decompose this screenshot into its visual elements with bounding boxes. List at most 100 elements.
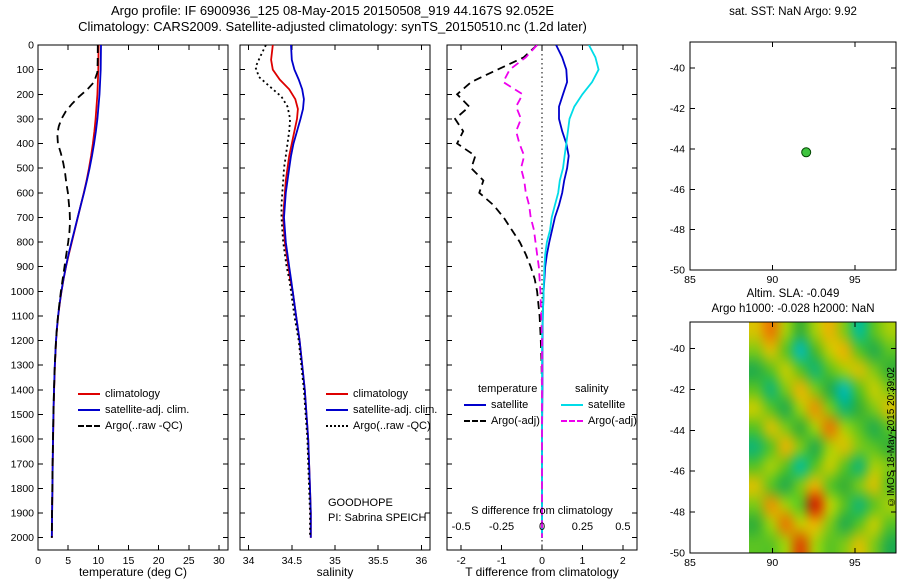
legend-line-satellite-s-icon — [561, 404, 583, 406]
depth-tick-label: 800 — [16, 237, 34, 249]
depth-tick-label: 2000 — [11, 532, 35, 544]
x-tick-label: 20 — [153, 555, 165, 567]
depth-tick-label: 1100 — [11, 310, 34, 322]
lat-tick-label: -48 — [670, 224, 685, 236]
series-climatology — [270, 45, 312, 538]
legend-line-climatology-icon — [326, 393, 348, 395]
x-tick-label: -1 — [497, 555, 506, 567]
figure-title-line1: Argo profile: IF 6900936_125 08-May-2015… — [110, 3, 555, 18]
depth-tick-label: 1300 — [11, 360, 35, 372]
x-tick-label: 36 — [416, 555, 428, 567]
legend-label: climatology — [105, 388, 161, 400]
legend-difference-salinity: salinity satellite Argo(-adj) — [561, 381, 637, 429]
lat-tick-label: -42 — [670, 384, 685, 396]
depth-tick-label: 1700 — [11, 458, 35, 470]
legend-label: Argo(..raw -QC) — [353, 420, 431, 432]
series-group — [50, 45, 102, 538]
mission-name: GOODHOPE — [328, 497, 393, 509]
legend-item-argo-adj-s: Argo(-adj) — [561, 413, 637, 429]
tick-marks — [447, 44, 637, 550]
legend-label: Argo(..raw -QC) — [105, 420, 183, 432]
legend-line-satellite-t-icon — [464, 404, 486, 406]
legend-item-argo-adj-t: Argo(-adj) — [464, 413, 540, 429]
series-salinity-satellite — [541, 45, 600, 538]
sla-map-title-2: Argo h1000: -0.028 h2000: NaN — [711, 303, 875, 315]
legend-item-climatology: climatology — [326, 386, 437, 402]
argo-position-marker — [801, 147, 812, 158]
legend-item-climatology: climatology — [78, 386, 189, 402]
lat-tick-label: -42 — [670, 103, 685, 115]
depth-tick-label: 1000 — [11, 286, 35, 298]
depth-tick-label: 1500 — [11, 409, 35, 421]
salinity-axis-label: salinity — [316, 565, 354, 579]
lat-tick-label: -46 — [670, 466, 685, 478]
legend-label: climatology — [353, 388, 409, 400]
panel-difference_profile: -2 -1 0 1 2 S difference from climatology-0.5… — [446, 44, 638, 567]
legend-label: satellite — [491, 399, 529, 411]
depth-tick-label: 900 — [16, 261, 34, 273]
legend-difference-temperature: temperature satellite Argo(-adj) — [464, 381, 540, 429]
series-temperature-satellite — [541, 45, 570, 538]
series-group — [254, 45, 312, 538]
series-argo---raw--qc- — [254, 45, 311, 538]
legend-temperature-panel: climatology satellite-adj. clim. Argo(..… — [78, 386, 189, 434]
tick-marks — [689, 42, 896, 271]
secondary-tick-label: 0 — [539, 521, 545, 533]
legend-line-argo-raw-icon — [326, 425, 348, 427]
x-tick-label: 34 — [243, 555, 255, 567]
secondary-tick-label: 0.25 — [572, 521, 593, 533]
x-tick-label: 1 — [580, 555, 586, 567]
legend-label: Argo(-adj) — [491, 415, 540, 427]
legend-header-salinity: salinity — [575, 383, 609, 395]
tick-marks — [689, 322, 896, 554]
x-tick-label: 95 — [849, 274, 861, 286]
x-tick-label: -2 — [456, 555, 465, 567]
series-argo---raw--qc- — [50, 45, 99, 538]
legend-line-argo-adj-s-icon — [561, 420, 583, 422]
depth-tick-label: 500 — [16, 163, 34, 175]
legend-salinity-panel: climatology satellite-adj. clim. Argo(..… — [326, 386, 437, 434]
legend-line-satellite-adj-icon — [326, 409, 348, 411]
legend-line-satellite-adj-icon — [78, 409, 100, 411]
lat-tick-label: -40 — [670, 63, 685, 75]
depth-tick-label: 200 — [16, 89, 34, 101]
x-tick-label: 10 — [92, 555, 104, 567]
depth-tick-label: 0 — [28, 40, 34, 52]
panel-temperature_profile: 0 5 10 15 20 25 300100200300400500600700800900… — [11, 40, 229, 567]
legend-label: satellite — [588, 399, 626, 411]
panel-sla_map: 85 90 95 -40 -42 -44 -46 -48 -50 — [670, 321, 897, 569]
x-tick-label: 5 — [65, 555, 71, 567]
x-tick-label: 15 — [123, 555, 135, 567]
axis-box — [37, 44, 229, 551]
t-difference-axis-label: T difference from climatology — [465, 565, 619, 579]
legend-item-satellite-adj: satellite-adj. clim. — [326, 402, 437, 418]
legend-item-satellite-s: satellite — [561, 397, 637, 413]
x-tick-label: 95 — [849, 557, 861, 569]
legend-item-argo-raw: Argo(..raw -QC) — [326, 418, 437, 434]
series-salinity-argo--adj- — [502, 45, 543, 538]
sst-map-title: sat. SST: NaN Argo: 9.92 — [729, 6, 857, 18]
legend-item-argo-raw: Argo(..raw -QC) — [78, 418, 189, 434]
lat-tick-label: -44 — [670, 143, 685, 155]
x-tick-label: 90 — [767, 274, 779, 286]
depth-tick-label: 1400 — [11, 384, 35, 396]
x-tick-label: 35 — [329, 555, 341, 567]
mission-pi: PI: Sabrina SPEICH — [328, 512, 427, 524]
lat-tick-label: -40 — [670, 343, 685, 355]
depth-tick-label: 1900 — [11, 508, 35, 520]
depth-tick-label: 300 — [16, 113, 34, 125]
sla-heatmap — [749, 322, 896, 553]
legend-line-climatology-icon — [78, 393, 100, 395]
panel-position_map: 85 90 95 -40 -42 -44 -46 -48 -50 — [670, 41, 897, 286]
secondary-tick-label: -0.25 — [489, 521, 514, 533]
x-tick-label: 25 — [183, 555, 195, 567]
x-tick-label: 2 — [620, 555, 626, 567]
x-tick-label: 90 — [767, 557, 779, 569]
secondary-tick-label: 0.5 — [615, 521, 630, 533]
lat-tick-label: -44 — [670, 425, 685, 437]
axis-box — [689, 41, 897, 271]
depth-tick-label: 100 — [16, 64, 34, 76]
x-tick-label: 34.5 — [282, 555, 303, 567]
x-tick-label: 0 — [35, 555, 41, 567]
